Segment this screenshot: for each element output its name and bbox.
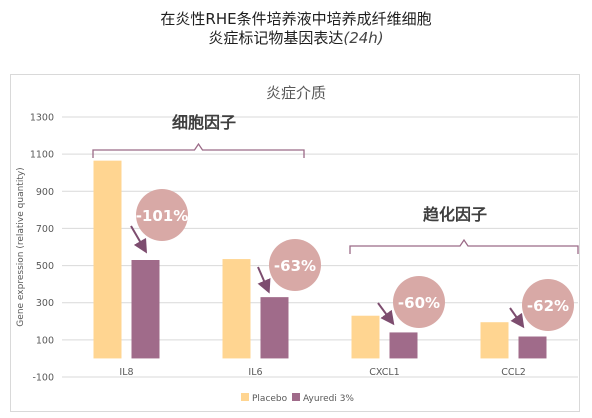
reduction-arrow [257, 266, 271, 294]
x-tick-label: CCL2 [501, 367, 526, 378]
group-label-cytokines: 细胞因子 [172, 113, 236, 132]
figure-header: 在炎性RHE条件培养液中培养成纤维细胞 炎症标记物基因表达(24h) [0, 10, 592, 48]
bar-ayuredi [131, 260, 160, 359]
bracket-cytokines [92, 142, 305, 158]
bar-placebo [480, 322, 509, 359]
y-tick-label: 1300 [30, 113, 54, 124]
reduction-arrow [509, 307, 525, 329]
y-tick-label: 500 [36, 261, 54, 272]
group-label-chemokines: 趋化因子 [423, 205, 487, 224]
bar-ayuredi [260, 297, 289, 359]
bar-placebo [93, 160, 122, 359]
reduction-bubble [269, 239, 321, 291]
reduction-arrow [130, 225, 148, 254]
legend-swatch-ayuredi [292, 393, 300, 401]
bar-placebo [222, 259, 251, 359]
x-tick-label: CXCL1 [369, 367, 399, 378]
y-tick-label: 1100 [30, 150, 54, 161]
reduction-label: -63% [274, 257, 316, 275]
y-tick-label: 300 [36, 298, 54, 309]
x-tick-label: IL8 [119, 367, 133, 378]
reduction-label: -60% [398, 294, 440, 312]
reduction-bubble [136, 189, 188, 241]
x-tick-label: IL6 [248, 367, 262, 378]
legend-swatch-placebo [241, 393, 249, 401]
reduction-bubble [522, 279, 574, 331]
reduction-bubble [393, 276, 445, 328]
legend-label-ayuredi: Ayuredi 3% [303, 394, 354, 404]
y-axis-label: Gene expression (relative quantity) [16, 167, 26, 326]
y-tick-label: -100 [32, 373, 54, 384]
bar-ayuredi [389, 332, 418, 359]
bracket-chemokines [349, 238, 579, 254]
figure-title-line2-main: 炎症标记物基因表达 [208, 29, 344, 47]
y-tick-label: 900 [36, 187, 54, 198]
chart-title: 炎症介质 [266, 84, 326, 102]
reduction-label: -101% [136, 207, 189, 225]
figure-title-line1: 在炎性RHE条件培养液中培养成纤维细胞 [160, 10, 432, 28]
bar-ayuredi [518, 336, 547, 359]
reduction-arrow [377, 302, 395, 326]
figure-title-line2: 炎症标记物基因表达(24h) [0, 29, 592, 48]
bar-placebo [351, 315, 380, 359]
y-tick-label: 700 [36, 224, 54, 235]
legend-label-placebo: Placebo [252, 394, 288, 404]
reduction-label: -62% [527, 297, 569, 315]
y-tick-label: 100 [36, 335, 54, 346]
figure-title-line2-italic: (24h) [343, 29, 384, 47]
